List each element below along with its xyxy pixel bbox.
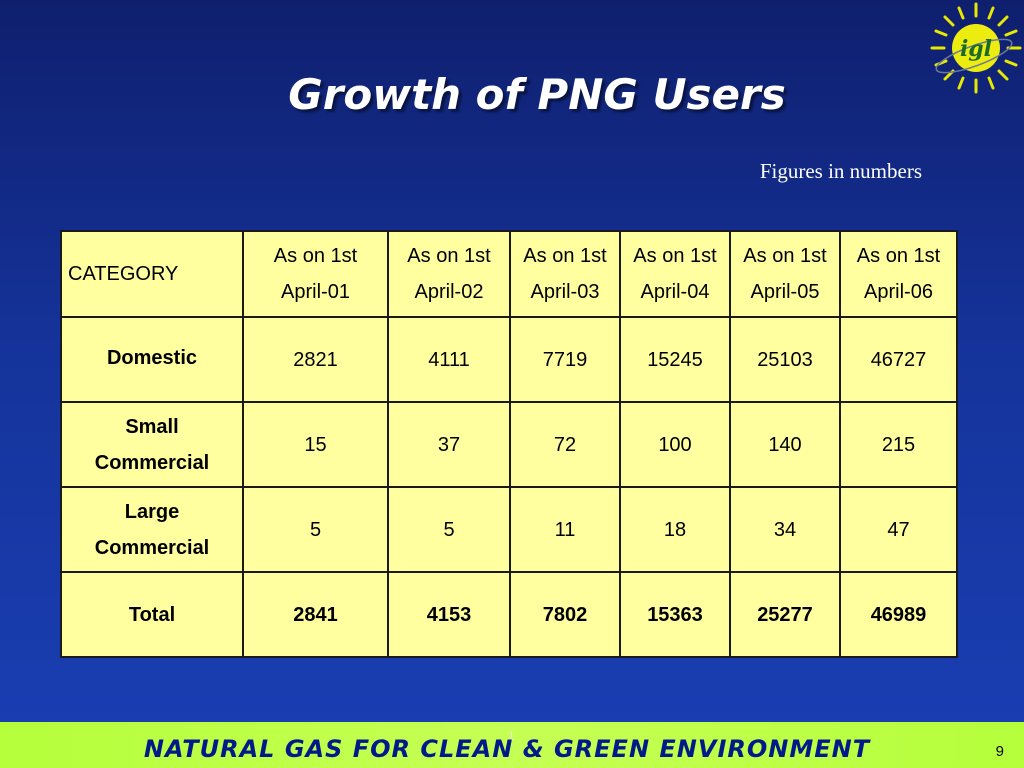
header-col-4: As on 1st April-04	[619, 230, 731, 318]
table-cell: 7719	[509, 316, 621, 403]
table-cell: 215	[839, 401, 958, 488]
table-cell: 2841	[242, 571, 389, 658]
table-cell: 4111	[387, 316, 511, 403]
header-col-3: As on 1st April-03	[509, 230, 621, 318]
row-label: Domestic	[60, 316, 244, 403]
table-cell: 72	[509, 401, 621, 488]
table-cell: 5	[242, 486, 389, 573]
footer-slogan: NATURAL GAS FOR CLEAN & GREEN ENVIRONMEN…	[143, 735, 871, 763]
table-row-domestic: Domestic 2821 4111 7719 15245 25103 4672…	[60, 316, 958, 403]
logo-text: igl	[960, 36, 992, 62]
header-col-5: As on 1st April-05	[729, 230, 841, 318]
table-cell: 25103	[729, 316, 841, 403]
table-cell: 15363	[619, 571, 731, 658]
table-cell: 5	[387, 486, 511, 573]
table-cell: 4153	[387, 571, 511, 658]
table-cell: 7802	[509, 571, 621, 658]
table-cell: 46727	[839, 316, 958, 403]
table-cell: 11	[509, 486, 621, 573]
row-label: Large Commercial	[60, 486, 244, 573]
header-col-6: As on 1st April-06	[839, 230, 958, 318]
table-cell: 18	[619, 486, 731, 573]
table-cell: 34	[729, 486, 841, 573]
table-cell: 47	[839, 486, 958, 573]
png-users-table: CATEGORY As on 1st April-01 As on 1st Apri…	[60, 230, 958, 658]
table-row-small-commercial: Small Commercial 15 37 72 100 140 215	[60, 401, 958, 488]
table-cell: 37	[387, 401, 511, 488]
header-col-1: As on 1st April-01	[242, 230, 389, 318]
igl-sun-logo-icon: igl	[930, 2, 1022, 94]
row-label: Small Commercial	[60, 401, 244, 488]
table-cell: 2821	[242, 316, 389, 403]
table-cell: 46989	[839, 571, 958, 658]
table-cell: 25277	[729, 571, 841, 658]
header-category: CATEGORY	[60, 230, 244, 318]
figures-note: Figures in numbers	[759, 159, 922, 183]
table-cell: 140	[729, 401, 841, 488]
slide-title: Growth of PNG Users	[288, 70, 786, 119]
table-row-large-commercial: Large Commercial 5 5 11 18 34 47	[60, 486, 958, 573]
table-cell: 15245	[619, 316, 731, 403]
row-label: Total	[60, 571, 244, 658]
page-number: 9	[995, 743, 1004, 760]
table-row-total: Total 2841 4153 7802 15363 25277 46989	[60, 571, 958, 658]
table-header-row: CATEGORY As on 1st April-01 As on 1st Apri…	[60, 230, 958, 318]
table-cell: 100	[619, 401, 731, 488]
footer-bar	[0, 722, 1024, 768]
footer-marker: 1	[508, 729, 515, 743]
header-col-2: As on 1st April-02	[387, 230, 511, 318]
table-cell: 15	[242, 401, 389, 488]
